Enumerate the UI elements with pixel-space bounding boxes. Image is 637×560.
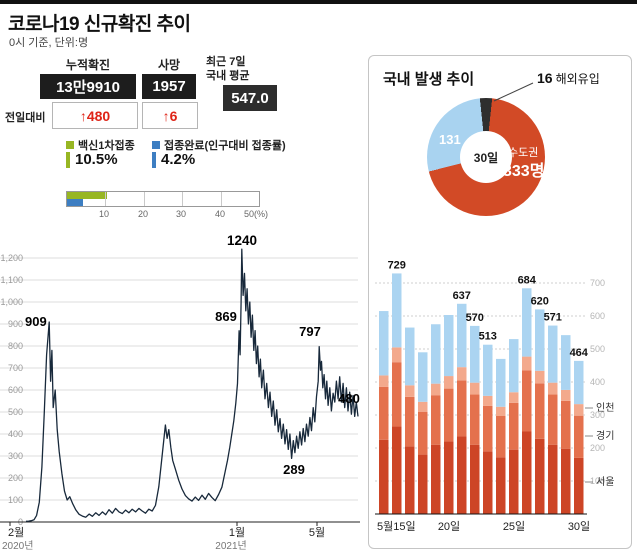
svg-text:1,100: 1,100 bbox=[0, 275, 23, 285]
domestic-panel: 국내 발생 추이 30일 131 수도권 333명 16 해외유입 100 200… bbox=[368, 55, 632, 549]
svg-text:1월: 1월 bbox=[229, 526, 245, 539]
recent-avg-label-line1: 최근 7일 bbox=[206, 56, 246, 68]
svg-text:700: 700 bbox=[590, 278, 605, 288]
daily-change-label: 전일대비 bbox=[5, 112, 46, 124]
donut-metro-label: 수도권 bbox=[508, 147, 539, 159]
svg-text:480: 480 bbox=[338, 391, 360, 406]
recent-avg-value-box: 547.0 bbox=[223, 85, 277, 111]
donut-center-label: 30일 bbox=[460, 131, 512, 183]
scale-tick bbox=[220, 192, 222, 206]
svg-text:5월15일: 5월15일 bbox=[377, 519, 416, 533]
svg-text:909: 909 bbox=[25, 314, 47, 329]
vaccine-first-row: 백신1차접종 bbox=[66, 137, 135, 153]
svg-text:5월: 5월 bbox=[309, 526, 325, 539]
recent-avg-label-line2: 국내 평균 bbox=[206, 70, 250, 82]
svg-text:30일: 30일 bbox=[568, 519, 590, 533]
svg-text:200: 200 bbox=[590, 443, 605, 453]
scale-tick-label: 10 bbox=[98, 209, 109, 219]
cumulative-value-box: 13만9910 bbox=[40, 74, 136, 99]
blue-square-icon bbox=[152, 141, 160, 149]
svg-text:서울: 서울 bbox=[596, 476, 614, 488]
svg-text:경기: 경기 bbox=[596, 429, 614, 442]
cumulative-label: 누적확진 bbox=[65, 58, 111, 72]
vaccine-scale-complete-fill bbox=[67, 199, 84, 206]
svg-text:1240: 1240 bbox=[227, 233, 257, 248]
svg-text:729: 729 bbox=[388, 259, 406, 271]
svg-text:869: 869 bbox=[215, 309, 237, 324]
svg-text:2021년: 2021년 bbox=[215, 540, 246, 552]
svg-text:513: 513 bbox=[479, 331, 497, 343]
donut-overseas-label: 16 해외유입 bbox=[537, 70, 600, 87]
svg-text:1,000: 1,000 bbox=[0, 297, 23, 307]
vaccine-complete-row: 접종완료(인구대비 접종률) bbox=[152, 137, 286, 153]
svg-text:684: 684 bbox=[518, 274, 537, 286]
panel-title: 국내 발생 추이 bbox=[383, 71, 475, 88]
vaccine-complete-label: 접종완료(인구대비 접종률) bbox=[164, 140, 286, 152]
svg-text:20일: 20일 bbox=[438, 519, 460, 533]
svg-text:500: 500 bbox=[8, 407, 23, 417]
svg-text:797: 797 bbox=[299, 324, 321, 339]
svg-text:637: 637 bbox=[453, 290, 471, 302]
line-chart: 01002003004005006007008009001,0001,1001,… bbox=[0, 233, 360, 552]
daily-region-bar-chart: 100 200 300 400 500 600 700 729 637 570 513 684 620 5… bbox=[375, 259, 614, 533]
svg-text:400: 400 bbox=[590, 377, 605, 387]
scale-tick-label: 40 bbox=[214, 209, 225, 219]
svg-text:620: 620 bbox=[531, 295, 549, 307]
svg-text:인천: 인천 bbox=[596, 402, 614, 414]
svg-text:300: 300 bbox=[590, 410, 605, 420]
scale-tick-label: 20 bbox=[137, 209, 148, 219]
svg-text:600: 600 bbox=[8, 385, 23, 395]
vaccine-scale-bar bbox=[66, 191, 260, 207]
donut-pointer-line bbox=[493, 82, 534, 102]
donut-metro-value: 333명 bbox=[503, 163, 545, 180]
scale-tick-label: 30 bbox=[175, 209, 186, 219]
scale-tick bbox=[182, 192, 184, 206]
deaths-label: 사망 bbox=[157, 58, 181, 72]
vaccine-scale-first-fill bbox=[67, 192, 108, 199]
page-subtitle: 0시 기준, 단위:명 bbox=[9, 37, 89, 49]
donut-other-value: 131 bbox=[439, 132, 461, 147]
svg-text:800: 800 bbox=[8, 341, 23, 351]
svg-text:100: 100 bbox=[590, 476, 605, 486]
svg-text:2020년: 2020년 bbox=[2, 540, 33, 552]
svg-text:289: 289 bbox=[283, 462, 305, 477]
svg-text:900: 900 bbox=[8, 319, 23, 329]
svg-text:464: 464 bbox=[570, 347, 589, 359]
green-square-icon bbox=[66, 141, 74, 149]
svg-text:600: 600 bbox=[590, 311, 605, 321]
svg-text:25일: 25일 bbox=[503, 519, 525, 533]
svg-text:400: 400 bbox=[8, 429, 23, 439]
svg-text:571: 571 bbox=[544, 312, 562, 324]
page-title: 코로나19 신규확진 추이 bbox=[8, 14, 191, 35]
svg-text:1,200: 1,200 bbox=[0, 253, 23, 263]
svg-text:700: 700 bbox=[8, 363, 23, 373]
svg-text:570: 570 bbox=[466, 312, 484, 324]
overseas-count: 16 bbox=[537, 70, 553, 86]
svg-text:2월: 2월 bbox=[8, 526, 24, 539]
daily-change-deaths-box: ↑6 bbox=[142, 102, 198, 129]
vaccine-first-value: 10.5% bbox=[66, 152, 118, 168]
vaccine-complete-value: 4.2% bbox=[152, 152, 195, 168]
deaths-value-box: 1957 bbox=[142, 74, 196, 99]
scale-tick bbox=[143, 192, 145, 206]
svg-text:500: 500 bbox=[590, 344, 605, 354]
daily-change-confirmed-box: ↑480 bbox=[52, 102, 138, 129]
svg-text:300: 300 bbox=[8, 451, 23, 461]
scale-tick bbox=[105, 192, 107, 206]
vaccine-first-label: 백신1차접종 bbox=[78, 140, 135, 152]
svg-text:200: 200 bbox=[8, 473, 23, 483]
scale-tick-label: 50(%) bbox=[243, 209, 268, 219]
overseas-text: 해외유입 bbox=[555, 72, 600, 86]
svg-text:100: 100 bbox=[8, 495, 23, 505]
